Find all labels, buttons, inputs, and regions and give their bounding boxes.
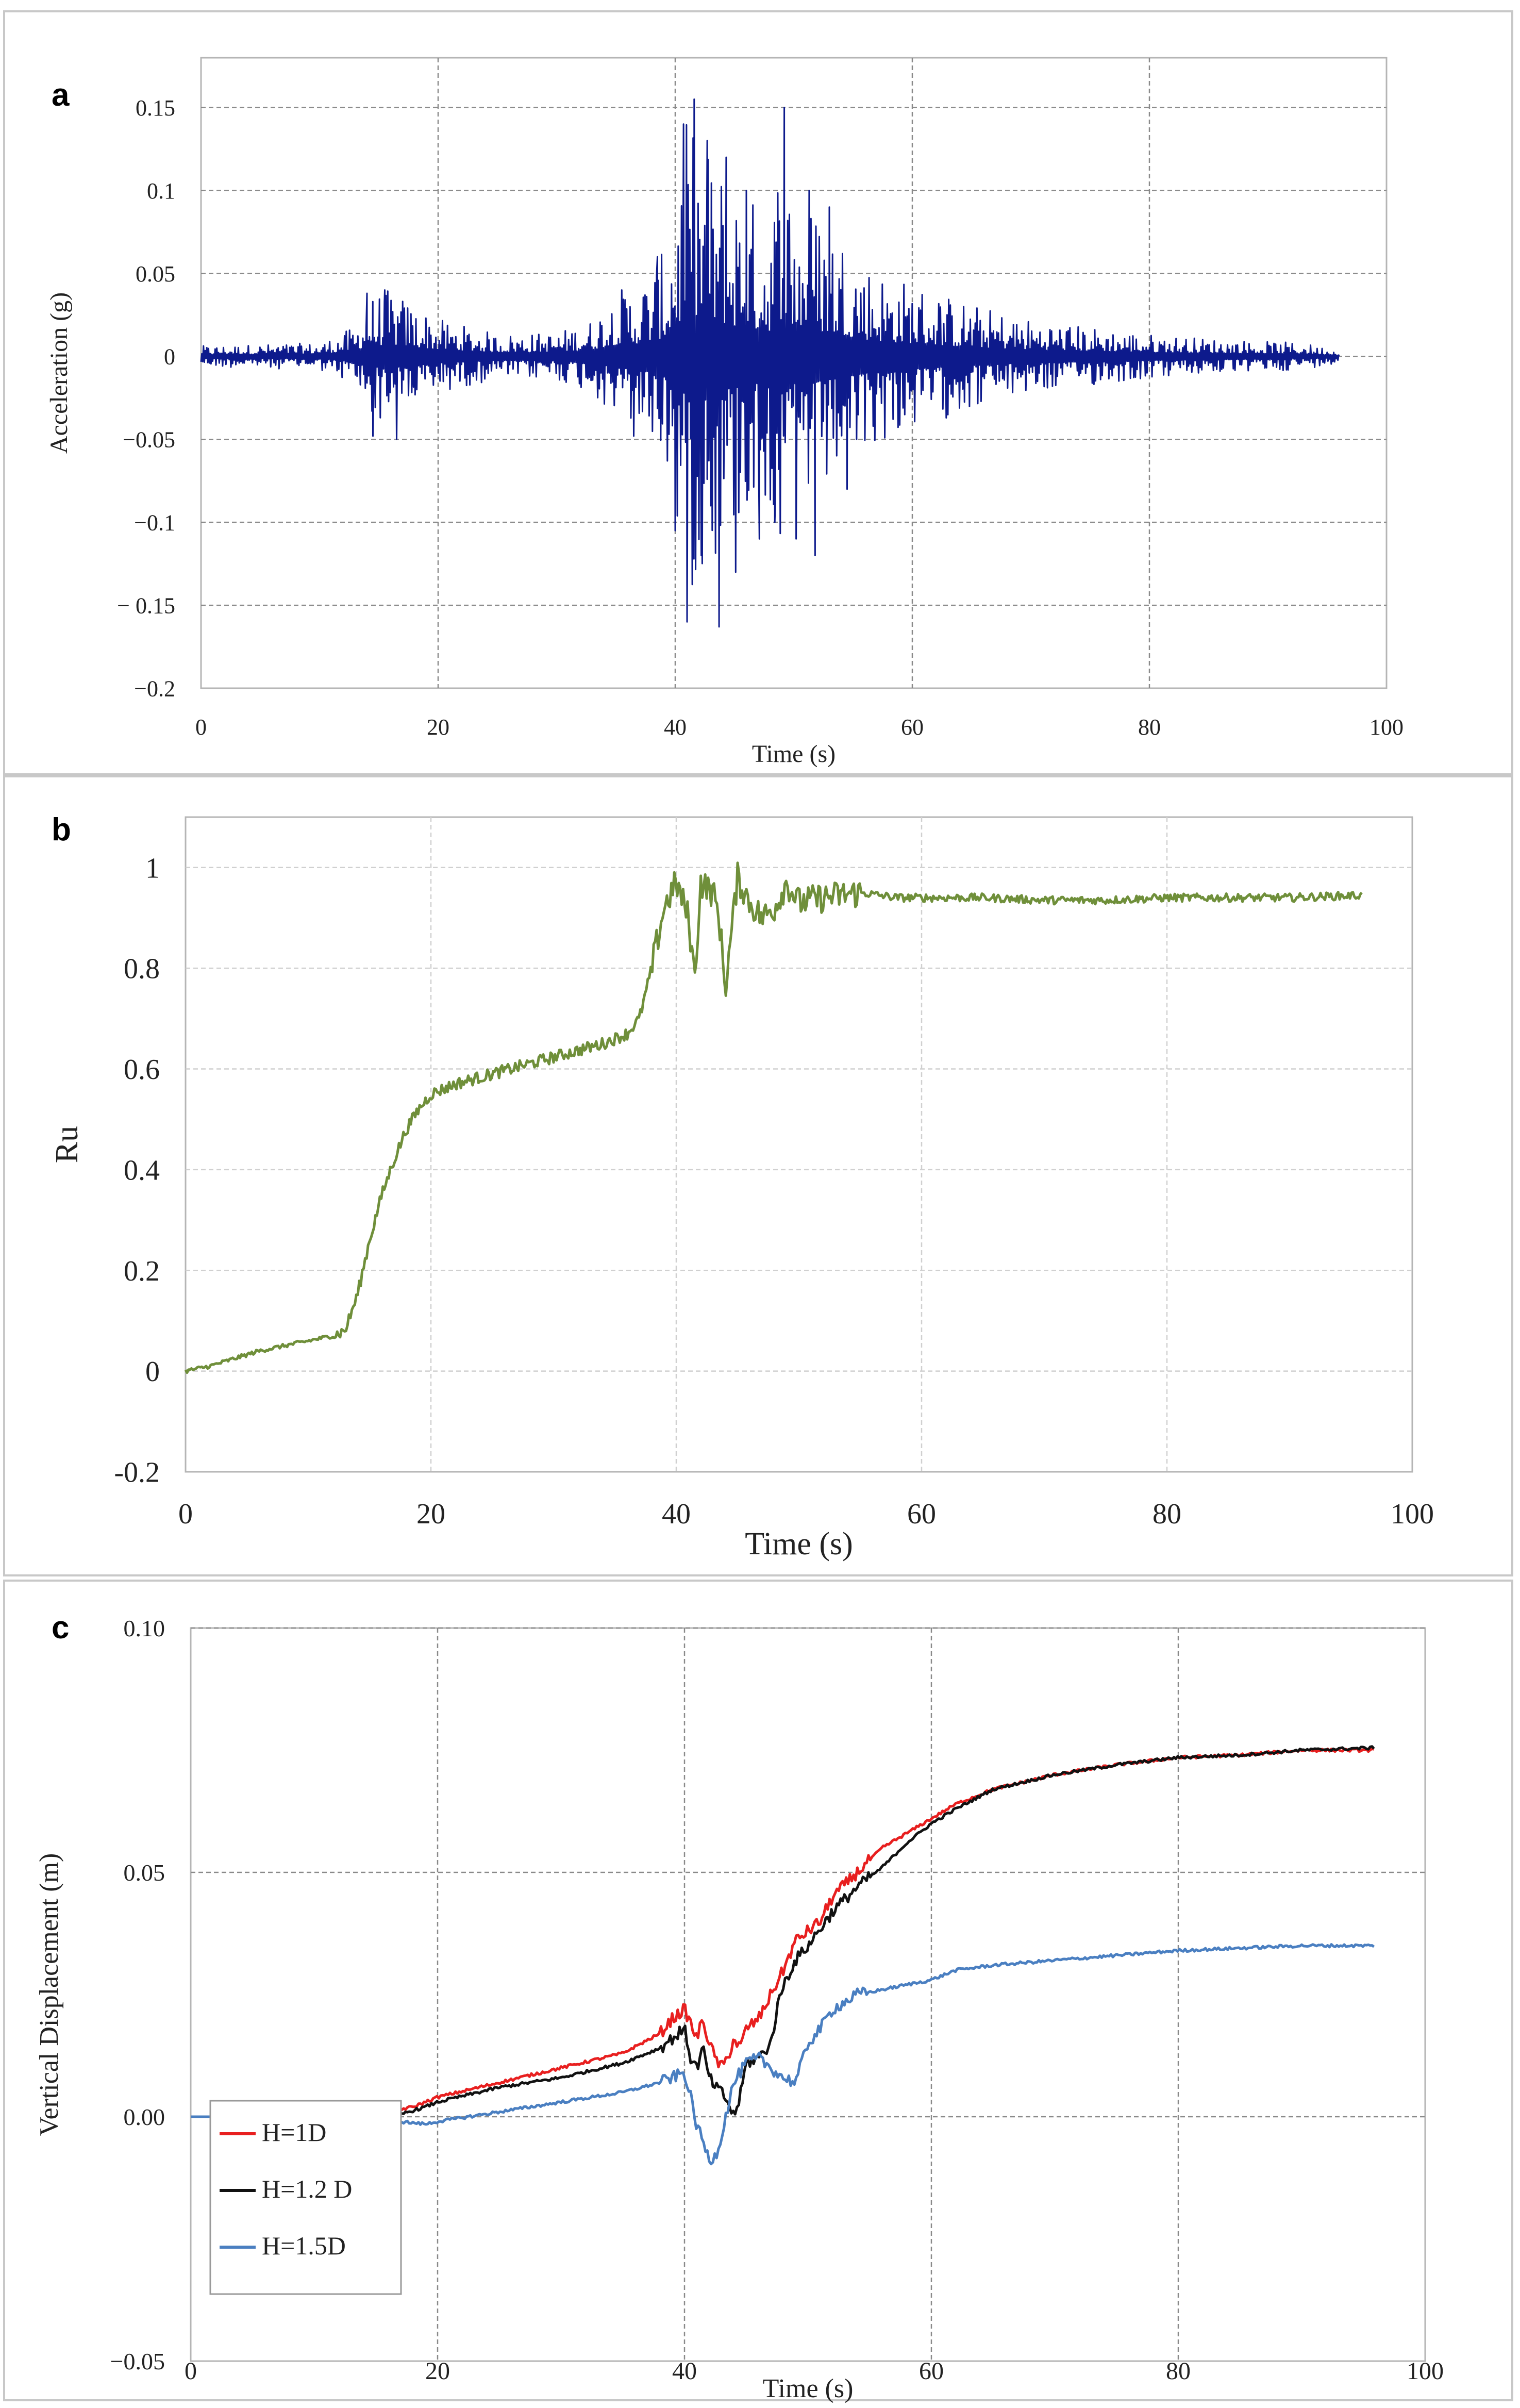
series-line-ru <box>184 861 1363 1374</box>
y-tick-label-b: 0.8 <box>124 953 160 985</box>
y-tick-label-a: −0.2 <box>134 676 175 701</box>
x-tick-label-a: 60 <box>901 715 924 740</box>
x-tick-label-b: 40 <box>662 1498 691 1530</box>
y-tick-label-c: 0.10 <box>124 1615 165 1641</box>
panel-b-label: b <box>52 812 71 848</box>
y-tick-label-a: −0.1 <box>134 510 175 536</box>
x-axis-label-c: Time (s) <box>763 2374 854 2403</box>
x-tick-label-a: 80 <box>1138 715 1161 740</box>
plot-area-b <box>185 816 1413 1473</box>
plot-area-a <box>200 57 1388 689</box>
x-tick-label-c: 0 <box>185 2357 197 2385</box>
y-tick-label-a: 0.15 <box>136 95 175 121</box>
y-axis-label-b: Ru <box>49 1126 85 1163</box>
y-tick-label-a: 0.1 <box>147 178 175 204</box>
y-tick-label-c: 0.00 <box>124 2104 165 2130</box>
y-axis-label-a: Acceleration (g) <box>45 292 73 454</box>
x-tick-label-c: 80 <box>1166 2357 1191 2385</box>
x-tick-label-b: 80 <box>1152 1498 1181 1530</box>
x-tick-label-b: 60 <box>907 1498 936 1530</box>
x-tick-label-c: 100 <box>1407 2357 1444 2385</box>
y-tick-label-b: 0.6 <box>124 1054 160 1086</box>
y-tick-label-c: 0.05 <box>124 1859 165 1886</box>
x-tick-label-a: 40 <box>664 715 687 740</box>
x-tick-label-c: 20 <box>425 2357 450 2385</box>
x-tick-label-c: 40 <box>672 2357 697 2385</box>
y-tick-label-c: −0.05 <box>110 2348 165 2374</box>
legend-label: H=1.5D <box>262 2231 346 2260</box>
x-tick-label-b: 20 <box>416 1498 445 1530</box>
series-line-acceleration <box>200 98 1340 628</box>
x-tick-label-c: 60 <box>919 2357 944 2385</box>
plot-area-c <box>190 1627 1426 2362</box>
panel-c-label: c <box>52 1610 69 1646</box>
y-tick-label-b: 0.4 <box>124 1154 160 1186</box>
x-tick-label-b: 0 <box>178 1498 193 1530</box>
x-tick-label-a: 0 <box>195 715 207 740</box>
x-tick-label-a: 100 <box>1369 715 1404 740</box>
x-tick-label-a: 20 <box>427 715 449 740</box>
panel-b-chart: 0 20 40 60 80 100 1 0.8 0.6 0.4 0.2 0 -0.2 Time (s) Ru <box>49 816 1434 1562</box>
y-tick-label-b: 1 <box>145 852 160 884</box>
y-tick-label-a: − 0.15 <box>117 593 175 618</box>
y-tick-label-b: -0.2 <box>114 1457 160 1489</box>
y-tick-label-a: 0 <box>164 344 175 370</box>
legend-label: H=1D <box>262 2118 326 2147</box>
legend-label: H=1.2 D <box>262 2174 352 2203</box>
x-tick-label-b: 100 <box>1391 1498 1434 1530</box>
panel-a-label: a <box>52 77 70 113</box>
y-tick-label-a: 0.05 <box>136 261 175 287</box>
y-tick-label-b: 0 <box>145 1356 160 1388</box>
x-axis-label-a: Time (s) <box>752 740 836 768</box>
y-tick-label-b: 0.2 <box>124 1255 160 1287</box>
x-axis-label-b: Time (s) <box>745 1526 853 1562</box>
y-axis-label-c: Vertical Displacement (m) <box>35 1853 64 2136</box>
y-tick-label-a: −0.05 <box>123 427 175 453</box>
panel-c-chart: 0 20 40 60 80 100 0.10 0.05 0.00 −0.05 Time (s) Ver… <box>35 1615 1444 2403</box>
panel-a-chart: 0 20 40 60 80 100 0.15 0.1 0.05 0 −0.05 −0.1 − 0.15 −… <box>45 57 1404 768</box>
